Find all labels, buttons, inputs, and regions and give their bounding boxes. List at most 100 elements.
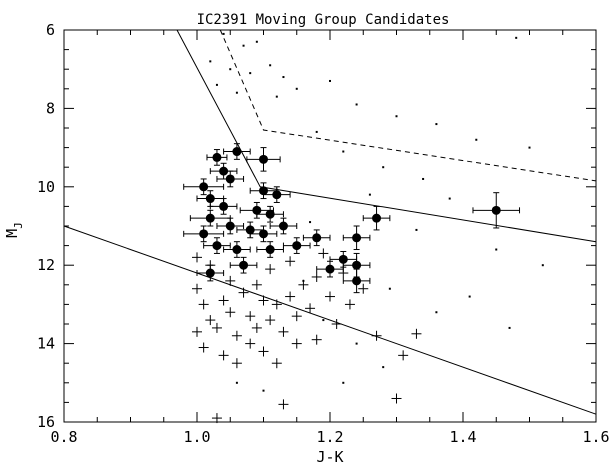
candidate-point xyxy=(246,147,281,172)
dot-point xyxy=(382,166,385,169)
dot-point xyxy=(295,87,298,90)
dot-point xyxy=(315,130,318,133)
plus-point xyxy=(238,287,249,298)
filled-marker xyxy=(352,260,362,270)
filled-marker xyxy=(265,209,275,219)
plus-point xyxy=(391,393,402,404)
dot-point xyxy=(448,197,451,200)
y-axis-label-main: M xyxy=(3,229,21,238)
filled-marker xyxy=(232,147,242,157)
candidate-point xyxy=(206,149,228,166)
dot-point xyxy=(242,44,245,47)
plus-point xyxy=(251,322,262,333)
filled-marker xyxy=(292,241,302,251)
candidate-point xyxy=(223,241,251,258)
dot-point xyxy=(229,68,232,71)
solid-boundary-line xyxy=(63,225,597,415)
filled-marker xyxy=(225,221,235,231)
candidate-point xyxy=(229,256,258,274)
filled-marker xyxy=(239,260,249,270)
plus-point xyxy=(291,311,302,322)
plus-point xyxy=(265,315,276,326)
x-tick-label: 1.0 xyxy=(183,428,210,446)
dot-point xyxy=(515,36,518,39)
plus-point xyxy=(211,413,222,424)
filled-marker xyxy=(199,182,209,192)
dot-point xyxy=(282,76,285,79)
plus-point xyxy=(344,299,355,310)
candidate-point xyxy=(282,237,311,254)
plus-point xyxy=(291,338,302,349)
dot-point xyxy=(435,123,438,126)
plus-point xyxy=(278,399,289,410)
dot-point xyxy=(355,103,358,106)
plus-point xyxy=(218,350,229,361)
filled-marker xyxy=(491,205,501,215)
dot-point xyxy=(215,83,218,86)
y-axis: 6 8 10 12 14 16 xyxy=(37,21,596,431)
dot-point xyxy=(255,40,258,43)
dot-point xyxy=(322,319,325,322)
plus-point xyxy=(218,295,229,306)
y-tick-label: 14 xyxy=(37,335,55,353)
x-tick-label: 1.2 xyxy=(316,428,343,446)
candidate-point xyxy=(189,209,231,227)
filled-marker xyxy=(199,229,209,239)
candidate-point xyxy=(256,241,284,258)
dot-point xyxy=(235,91,238,94)
dot-point xyxy=(541,264,544,267)
filled-marker xyxy=(205,213,215,223)
filled-marker xyxy=(219,166,229,176)
filled-marker xyxy=(272,190,282,200)
candidate-point xyxy=(216,217,245,235)
candidate-point xyxy=(342,252,371,278)
plus-point xyxy=(192,252,202,263)
plus-point xyxy=(192,326,202,337)
filled-marker xyxy=(232,245,242,255)
data-points xyxy=(183,32,544,424)
dot-point xyxy=(495,248,498,251)
dot-point xyxy=(342,150,345,153)
plus-point xyxy=(231,358,242,369)
filled-marker xyxy=(245,225,255,235)
dot-point xyxy=(302,279,305,282)
y-tick-label: 12 xyxy=(37,256,55,274)
plus-point xyxy=(411,328,422,339)
dot-point xyxy=(435,311,438,314)
filled-marker xyxy=(372,213,382,223)
filled-marker xyxy=(205,268,215,278)
plus-point xyxy=(285,291,296,302)
plus-point xyxy=(258,295,269,306)
plus-point xyxy=(198,299,209,310)
dot-point xyxy=(388,287,391,290)
x-axis: 0.8 1.0 1.2 1.4 1.6 xyxy=(50,30,610,446)
dot-point xyxy=(249,72,252,75)
plus-point xyxy=(285,256,296,267)
plus-point xyxy=(245,311,256,322)
x-tick-label: 1.4 xyxy=(449,428,476,446)
dot-point xyxy=(222,32,225,35)
filled-marker xyxy=(352,276,362,286)
plus-point xyxy=(278,326,289,337)
plus-point xyxy=(318,248,329,259)
y-tick-label: 6 xyxy=(46,21,55,39)
dot-point xyxy=(269,64,272,67)
boundary-lines xyxy=(63,29,597,415)
candidate-point xyxy=(256,205,284,223)
candidate-point xyxy=(216,170,245,188)
y-tick-label: 8 xyxy=(46,99,55,117)
y-axis-label: MJ xyxy=(3,222,25,238)
plus-point xyxy=(251,279,262,290)
candidate-point xyxy=(269,217,298,235)
plus-point xyxy=(205,315,216,326)
candidate-point xyxy=(342,268,371,294)
plus-point xyxy=(225,307,236,318)
y-tick-label: 10 xyxy=(37,178,55,196)
dot-point xyxy=(342,381,345,384)
filled-marker xyxy=(265,245,275,255)
filled-marker xyxy=(259,186,268,196)
plus-point xyxy=(265,264,276,275)
filled-marker xyxy=(325,264,335,274)
filled-marker xyxy=(219,201,229,211)
candidate-point xyxy=(183,225,225,243)
